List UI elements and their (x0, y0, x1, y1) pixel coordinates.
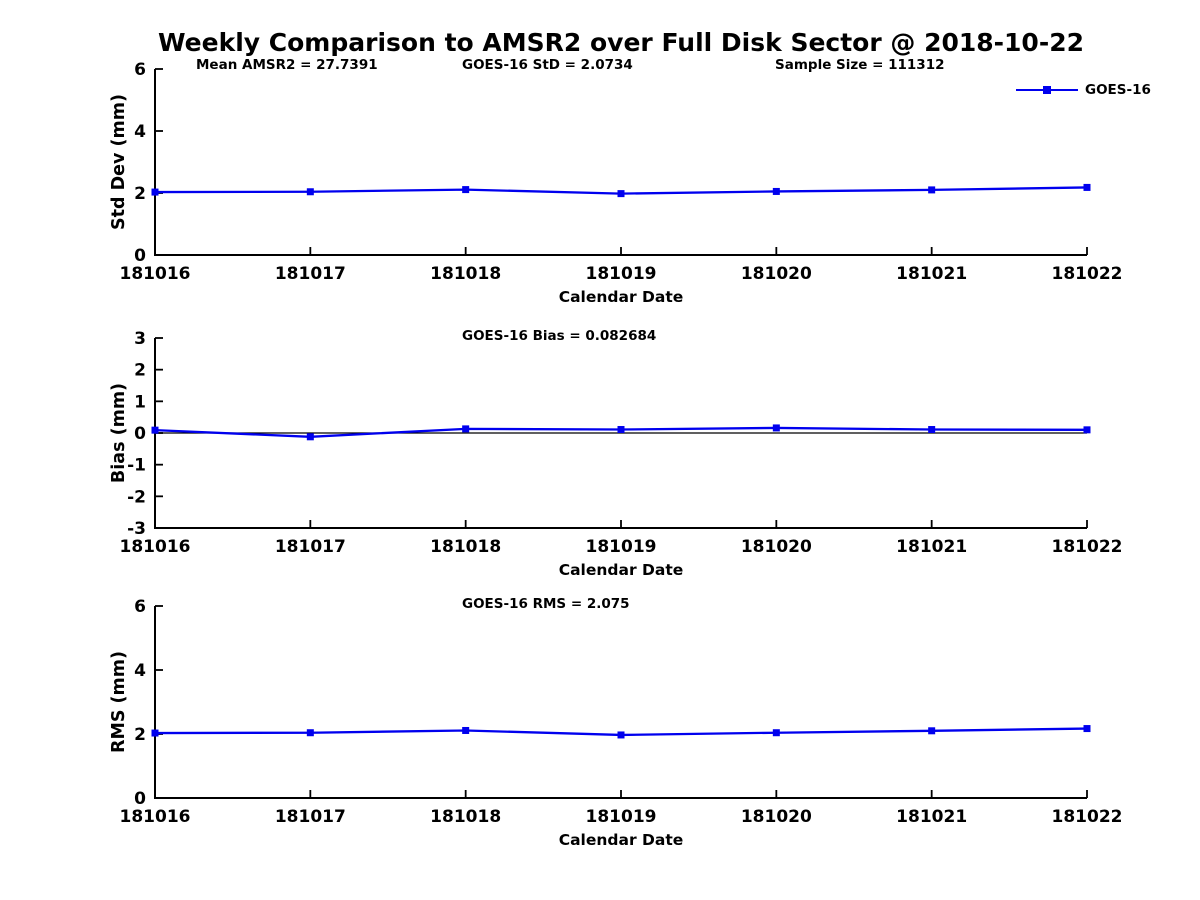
svg-text:4: 4 (134, 661, 146, 681)
annotation-goes16-bias: GOES-16 Bias = 0.082684 (462, 328, 657, 344)
svg-text:181019: 181019 (586, 807, 657, 827)
svg-text:181019: 181019 (586, 264, 657, 284)
svg-text:181018: 181018 (430, 537, 501, 557)
svg-text:Calendar Date: Calendar Date (559, 831, 684, 849)
svg-text:181017: 181017 (275, 807, 346, 827)
svg-text:181020: 181020 (741, 807, 812, 827)
plot-rms: 0 2 4 6 181016 181017 181018 181019 181020 181021… (120, 597, 1123, 849)
svg-text:181021: 181021 (896, 264, 967, 284)
annotation-sample-size: Sample Size = 111312 (775, 57, 945, 73)
svg-text:4: 4 (134, 122, 146, 142)
legend-label: GOES-16 (1085, 82, 1151, 98)
svg-text:181017: 181017 (275, 264, 346, 284)
svg-text:181021: 181021 (896, 537, 967, 557)
svg-text:-1: -1 (127, 456, 146, 476)
svg-text:181022: 181022 (1052, 264, 1123, 284)
svg-text:-3: -3 (127, 519, 146, 539)
svg-text:3: 3 (134, 329, 146, 349)
svg-text:181018: 181018 (430, 807, 501, 827)
svg-text:0: 0 (134, 424, 146, 444)
svg-text:1: 1 (134, 392, 146, 412)
svg-text:181022: 181022 (1052, 807, 1123, 827)
svg-text:181016: 181016 (120, 264, 191, 284)
legend: GOES-16 (1016, 82, 1151, 98)
svg-text:181017: 181017 (275, 537, 346, 557)
annotation-goes16-std: GOES-16 StD = 2.0734 (462, 57, 633, 73)
svg-text:6: 6 (134, 597, 146, 617)
svg-text:181019: 181019 (586, 537, 657, 557)
figure-title: Weekly Comparison to AMSR2 over Full Dis… (157, 28, 1084, 57)
svg-text:-2: -2 (127, 487, 146, 507)
legend-line-sample (1016, 85, 1078, 95)
svg-text:181018: 181018 (430, 264, 501, 284)
svg-text:181021: 181021 (896, 807, 967, 827)
svg-text:181022: 181022 (1052, 537, 1123, 557)
svg-text:181020: 181020 (741, 537, 812, 557)
legend-square-marker-icon (1043, 86, 1051, 94)
svg-text:Calendar Date: Calendar Date (559, 288, 684, 306)
svg-text:181016: 181016 (120, 807, 191, 827)
svg-text:6: 6 (134, 60, 146, 80)
svg-text:181016: 181016 (120, 537, 191, 557)
svg-text:181020: 181020 (741, 264, 812, 284)
annotation-goes16-rms: GOES-16 RMS = 2.075 (462, 596, 630, 612)
annotation-mean-amsr2: Mean AMSR2 = 27.7391 (196, 57, 378, 73)
plot-stddev: 0 2 4 6 181016 181017 181018 181019 181020 181021… (120, 60, 1123, 306)
svg-text:0: 0 (134, 789, 146, 809)
plot-bias: -3 -2 -1 0 1 2 3 181016 181017 181018 181019 181020… (120, 329, 1123, 579)
svg-text:2: 2 (134, 184, 146, 204)
svg-text:2: 2 (134, 361, 146, 381)
svg-text:Calendar Date: Calendar Date (559, 561, 684, 579)
svg-text:2: 2 (134, 725, 146, 745)
svg-text:0: 0 (134, 246, 146, 266)
